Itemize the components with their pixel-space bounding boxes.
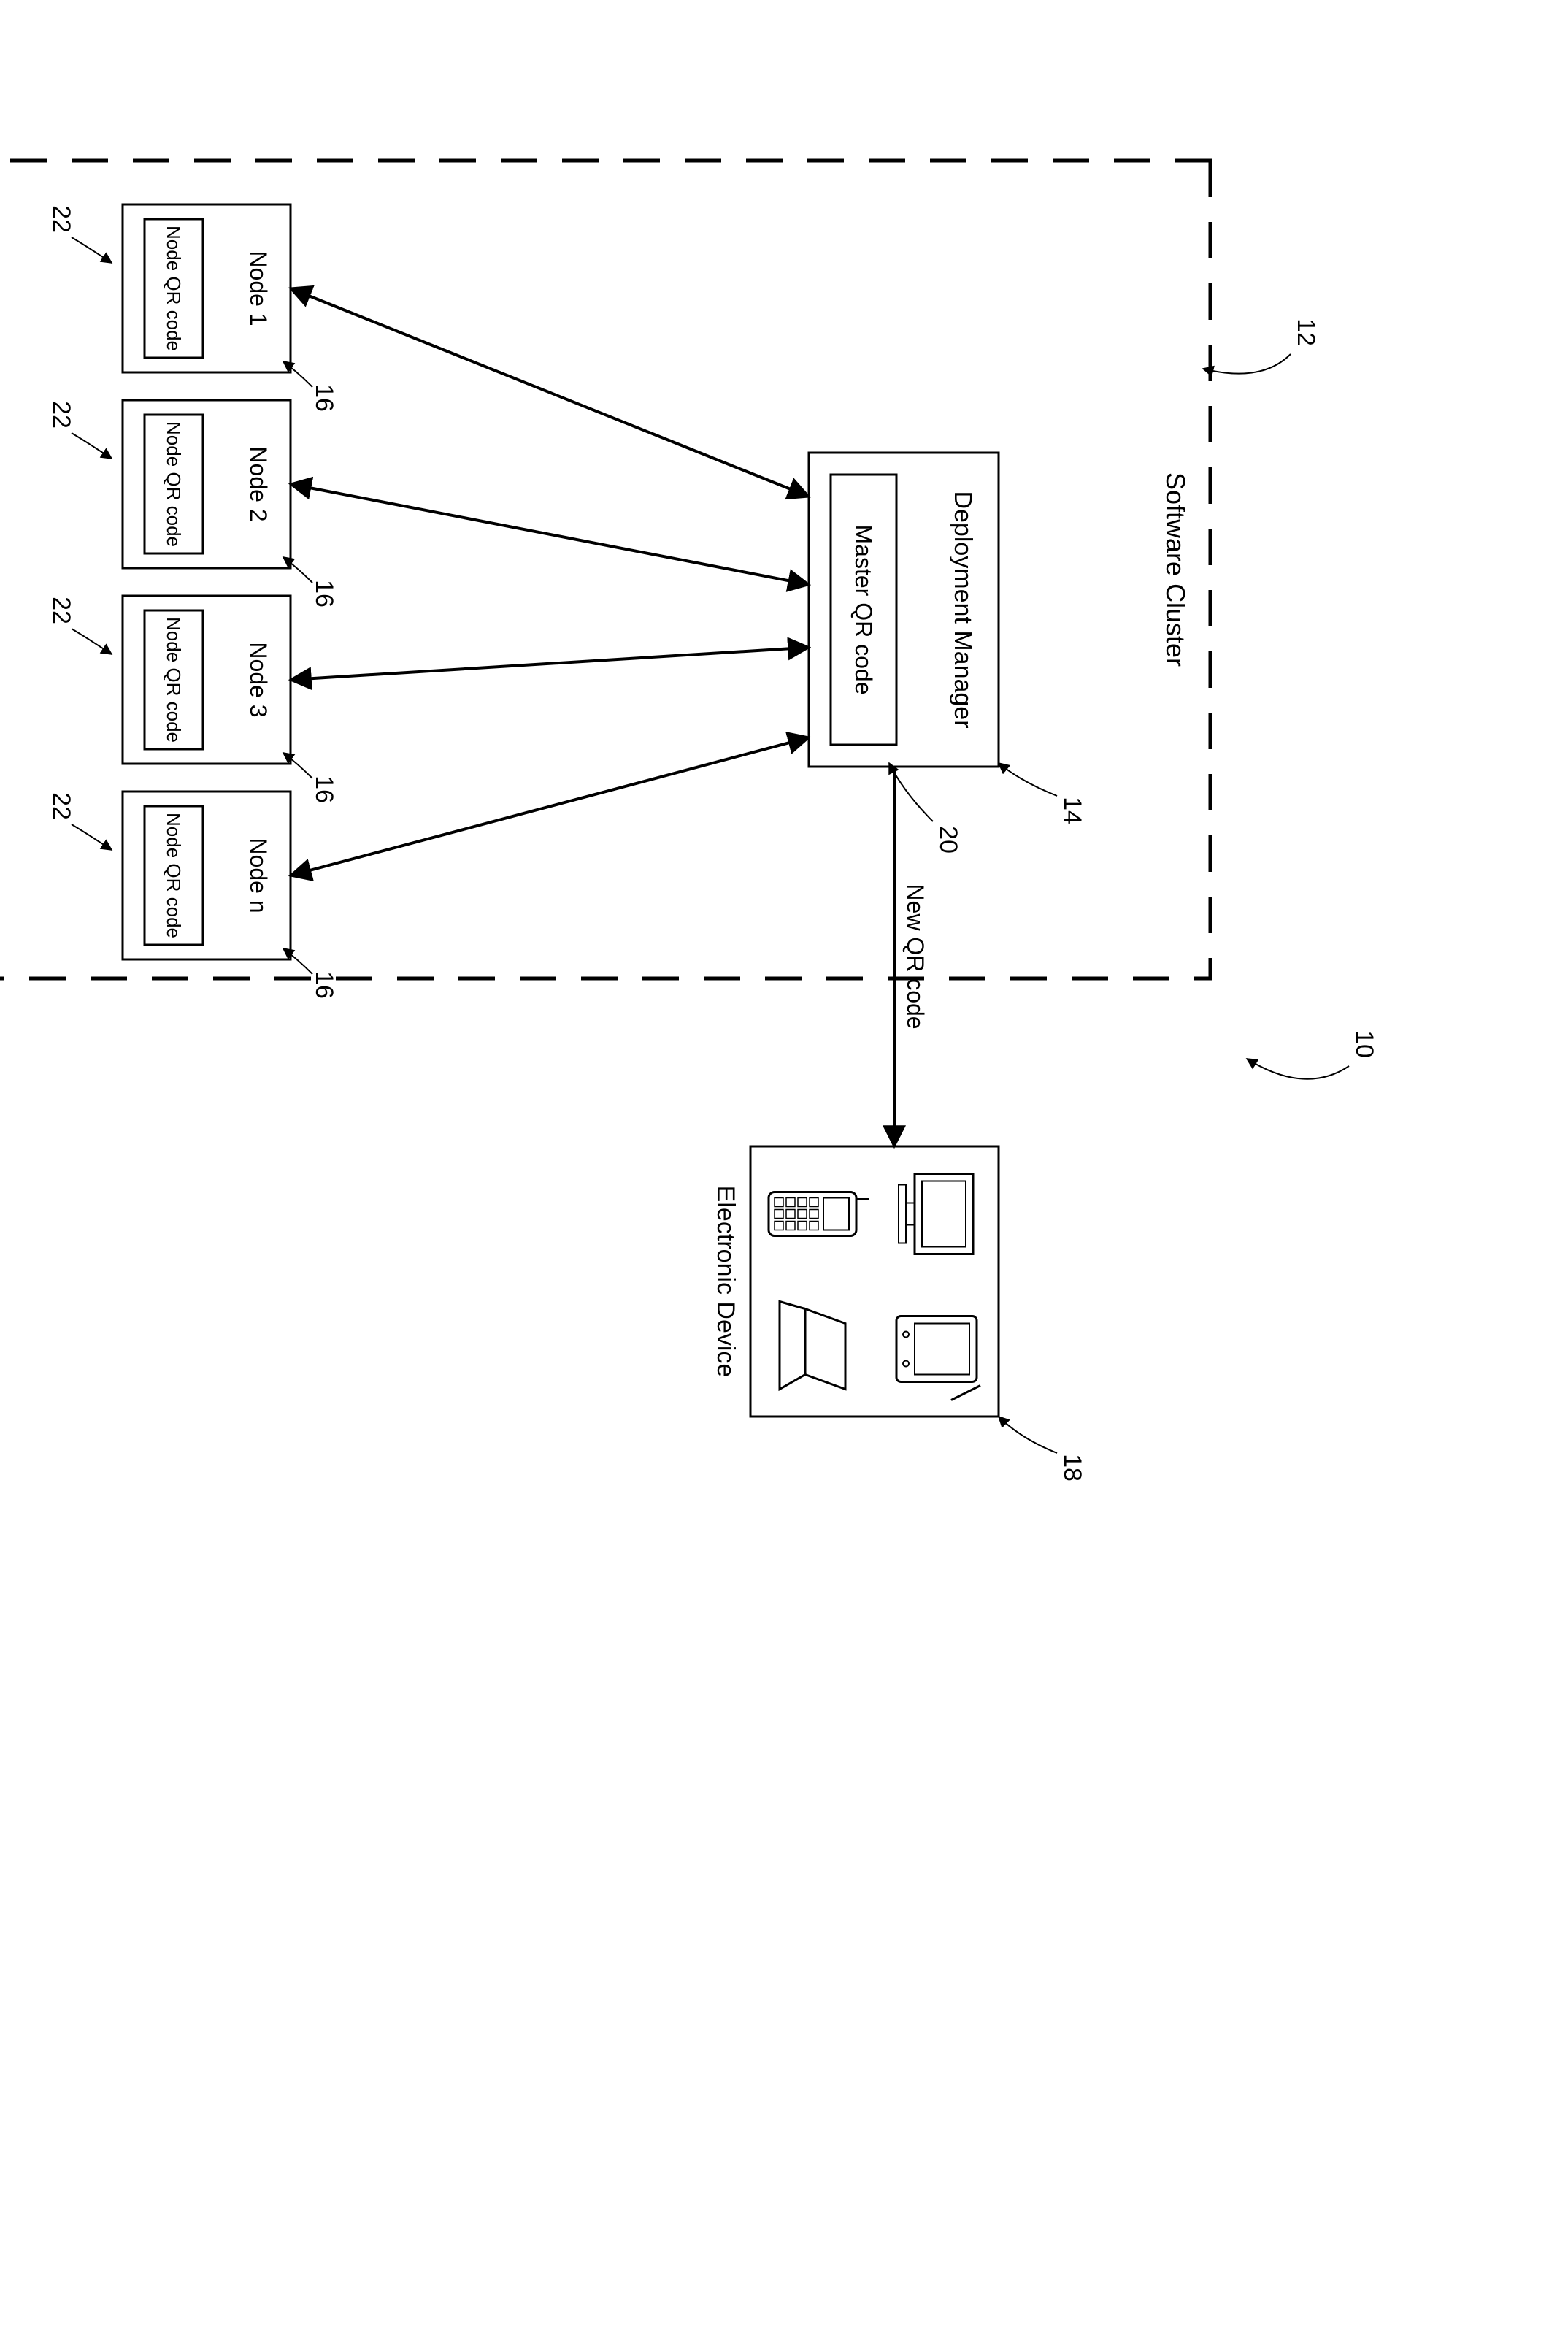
node-label: Node n <box>245 838 272 913</box>
node-label: Node 2 <box>245 446 272 521</box>
software-cluster: Software Cluster 12 <box>0 161 1320 978</box>
node: Node 3 Node QR code 16 22 <box>47 596 338 803</box>
ref-20-text: 20 <box>934 826 962 854</box>
ref-10: 10 <box>1247 1030 1378 1079</box>
ref-18-text: 18 <box>1058 1454 1086 1482</box>
ref-16-text: 16 <box>310 384 338 412</box>
ref-16-text: 16 <box>310 580 338 608</box>
ref-10-text: 10 <box>1350 1030 1378 1058</box>
laptop-icon <box>780 1302 845 1390</box>
deployment-manager: Deployment Manager Master QR code 14 20 <box>809 453 1086 854</box>
node-label: Node 3 <box>245 642 272 717</box>
ref-22-text: 22 <box>47 205 75 233</box>
ref-16-text: 16 <box>310 775 338 803</box>
node: Node 1 Node QR code 16 22 <box>47 204 338 412</box>
ref-22-text: 22 <box>47 792 75 820</box>
node-qr-label: Node QR code <box>163 813 185 938</box>
figure-1-diagram: 10 Software Cluster 12 Deployment Manage… <box>0 0 1568 2338</box>
nodes: Node 1 Node QR code 16 22 Node 2 Node QR code… <box>47 204 338 999</box>
ref-14-text: 14 <box>1058 797 1086 824</box>
ref-16-text: 16 <box>310 971 338 999</box>
electronic-device: Electronic Device 18 <box>712 1146 1086 1482</box>
node-qr-label: Node QR code <box>163 226 185 351</box>
new-qr-arrow: New QR code <box>894 767 929 1146</box>
pda-icon <box>896 1316 980 1400</box>
node-label: Node 1 <box>245 250 272 326</box>
ref-22-text: 22 <box>47 401 75 429</box>
dm-node-arrows <box>291 288 809 875</box>
master-qr-label: Master QR code <box>850 525 877 695</box>
desktop-icon <box>899 1174 973 1254</box>
deployment-manager-label: Deployment Manager <box>949 491 977 728</box>
cluster-label: Software Cluster <box>1161 472 1191 667</box>
device-icons <box>769 1174 980 1400</box>
ref-22-text: 22 <box>47 597 75 624</box>
node: Node n Node QR code 16 22 <box>47 792 338 999</box>
node-qr-label: Node QR code <box>163 617 185 743</box>
electronic-device-label: Electronic Device <box>712 1186 739 1378</box>
phone-icon <box>769 1192 869 1236</box>
node-qr-label: Node QR code <box>163 421 185 547</box>
node: Node 2 Node QR code 16 22 <box>47 400 338 608</box>
ref-12-text: 12 <box>1292 318 1320 346</box>
new-qr-label: New QR code <box>902 884 929 1029</box>
